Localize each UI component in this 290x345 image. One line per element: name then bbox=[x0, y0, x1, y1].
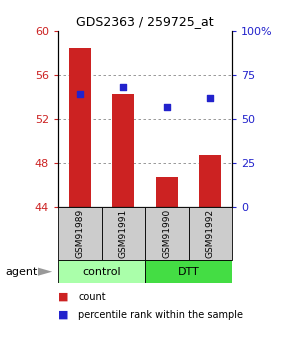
Point bbox=[121, 85, 126, 90]
Bar bbox=[145, 260, 232, 283]
Text: count: count bbox=[78, 292, 106, 302]
Bar bbox=[200, 155, 221, 207]
Text: GSM91991: GSM91991 bbox=[119, 209, 128, 258]
Bar bbox=[156, 177, 177, 207]
Text: ■: ■ bbox=[58, 310, 68, 319]
Text: control: control bbox=[82, 267, 121, 277]
Text: percentile rank within the sample: percentile rank within the sample bbox=[78, 310, 243, 319]
Point bbox=[164, 104, 169, 109]
Bar bbox=[102, 207, 145, 260]
Text: agent: agent bbox=[6, 267, 38, 277]
Text: ■: ■ bbox=[58, 292, 68, 302]
Bar bbox=[58, 207, 102, 260]
Bar bbox=[113, 94, 134, 207]
Point bbox=[208, 95, 213, 101]
Bar bbox=[58, 260, 145, 283]
Bar bbox=[188, 207, 232, 260]
Polygon shape bbox=[38, 268, 52, 276]
Text: DTT: DTT bbox=[177, 267, 200, 277]
Text: GSM91989: GSM91989 bbox=[75, 209, 84, 258]
Point bbox=[77, 92, 82, 97]
Text: GSM91992: GSM91992 bbox=[206, 209, 215, 258]
Text: GSM91990: GSM91990 bbox=[162, 209, 171, 258]
Bar bbox=[145, 207, 188, 260]
Text: GDS2363 / 259725_at: GDS2363 / 259725_at bbox=[76, 16, 214, 29]
Bar bbox=[69, 48, 90, 207]
